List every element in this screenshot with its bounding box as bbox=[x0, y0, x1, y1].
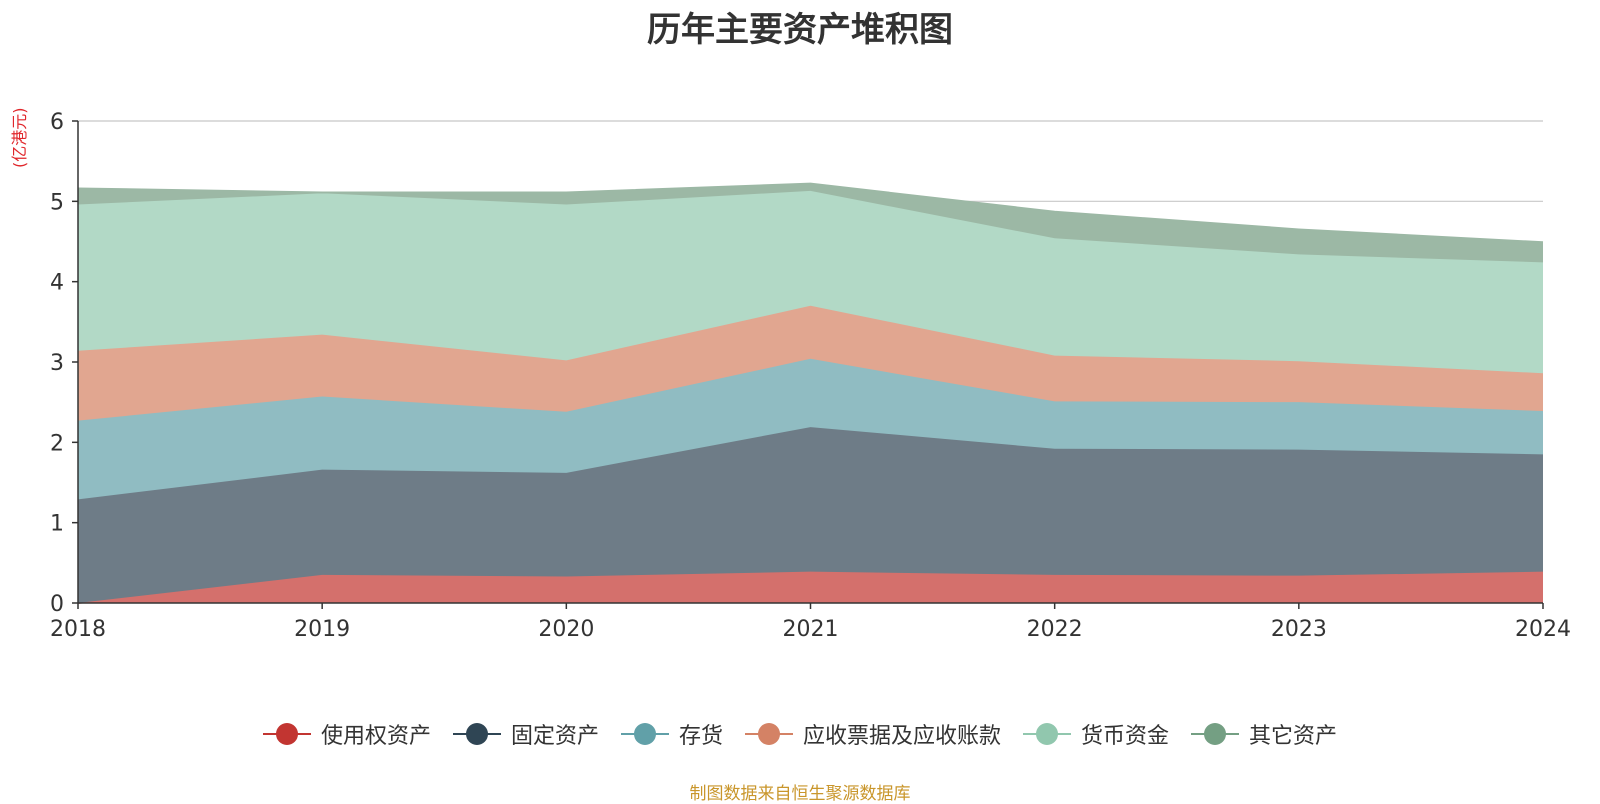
x-tick-label-2021: 2021 bbox=[783, 617, 839, 642]
x-tick-label-2020: 2020 bbox=[538, 617, 594, 642]
x-tick-label-2024: 2024 bbox=[1515, 617, 1571, 642]
legend-item-2[interactable]: 存货 bbox=[620, 718, 723, 750]
legend: 使用权资产 固定资产 存货 应收票据及应收账款 货币资金 其它资产 bbox=[0, 718, 1600, 750]
legend-marker-icon bbox=[745, 722, 793, 746]
legend-item-3[interactable]: 应收票据及应收账款 bbox=[745, 718, 1001, 750]
legend-item-1[interactable]: 固定资产 bbox=[452, 718, 599, 750]
legend-marker-icon bbox=[452, 722, 501, 746]
legend-item-4[interactable]: 货币资金 bbox=[1023, 718, 1169, 750]
legend-item-0[interactable]: 使用权资产 bbox=[262, 718, 431, 750]
area-series-0 bbox=[78, 571, 1543, 603]
axes: 0 1 2 3 4 5 6 2018 2019 2020 2021 2022 2023 2024 bbox=[50, 110, 1571, 642]
y-tick-label-4: 4 bbox=[50, 271, 64, 296]
legend-marker-icon bbox=[1023, 722, 1072, 746]
legend-marker-dot bbox=[1204, 723, 1227, 745]
y-tick-label-3: 3 bbox=[50, 351, 64, 376]
legend-marker-dot bbox=[275, 723, 298, 745]
legend-marker-dot bbox=[633, 723, 656, 745]
legend-marker-icon bbox=[1191, 722, 1240, 746]
legend-label: 应收票据及应收账款 bbox=[803, 724, 1002, 749]
y-tick-label-5: 5 bbox=[50, 190, 64, 215]
x-tick-label-2018: 2018 bbox=[50, 617, 106, 642]
legend-label: 固定资产 bbox=[510, 724, 599, 749]
x-tick-label-2023: 2023 bbox=[1271, 617, 1327, 642]
chart-title: 历年主要资产堆积图 bbox=[647, 10, 953, 50]
legend-marker-dot bbox=[758, 723, 780, 745]
legend-marker-dot bbox=[465, 723, 488, 745]
y-tick-label-0: 0 bbox=[50, 592, 64, 617]
legend-marker-dot bbox=[1036, 723, 1059, 745]
legend-label: 使用权资产 bbox=[320, 724, 431, 749]
area-series-5 bbox=[78, 183, 1543, 263]
area-series-4 bbox=[78, 190, 1543, 374]
legend-label: 货币资金 bbox=[1081, 724, 1170, 749]
area-series-2 bbox=[78, 358, 1543, 500]
y-tick-label-1: 1 bbox=[50, 512, 64, 537]
area-series-3 bbox=[78, 305, 1543, 421]
series-line-5 bbox=[77, 182, 1544, 244]
legend-label: 存货 bbox=[678, 724, 723, 749]
x-tick-label-2022: 2022 bbox=[1027, 617, 1083, 642]
legend-marker-icon bbox=[620, 722, 669, 746]
area-series-1 bbox=[78, 427, 1543, 603]
y-tick-label-6: 6 bbox=[50, 110, 64, 135]
area-series bbox=[77, 182, 1544, 604]
source-note: 制图数据来自恒生聚源数据库 bbox=[689, 784, 911, 804]
series-line-3 bbox=[77, 304, 1544, 375]
x-tick-label-2019: 2019 bbox=[294, 617, 350, 642]
legend-label: 其它资产 bbox=[1249, 724, 1338, 749]
legend-marker-icon bbox=[262, 722, 311, 746]
legend-item-5[interactable]: 其它资产 bbox=[1191, 718, 1337, 750]
y-tick-label-2: 2 bbox=[50, 431, 64, 456]
